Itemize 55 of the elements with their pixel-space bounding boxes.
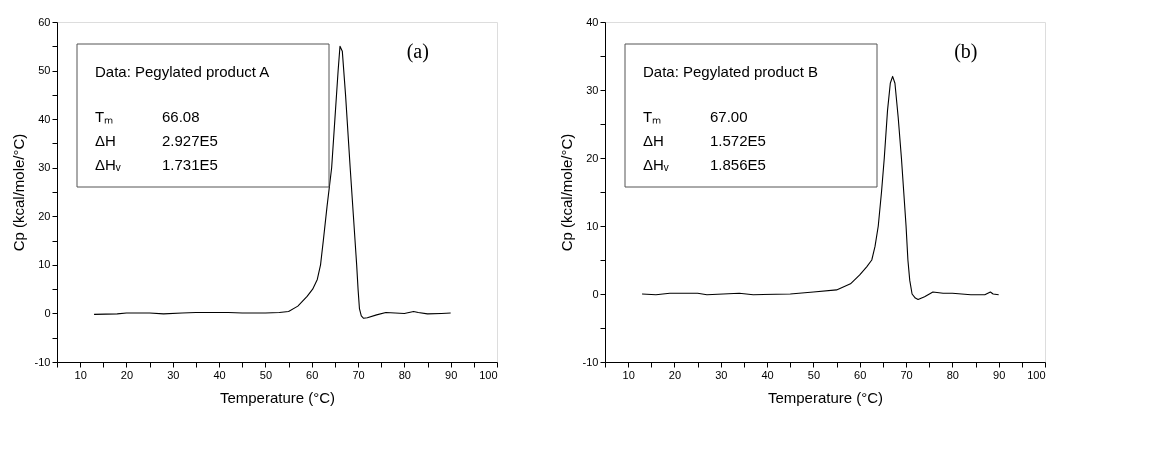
x-tick-label: 90 [445, 368, 458, 381]
x-tick-label: 70 [900, 368, 913, 381]
annotation: Tₘ [95, 108, 114, 125]
x-tick-label: 60 [306, 368, 319, 381]
x-tick-label: 100 [479, 368, 498, 381]
annotation: ΔH [95, 132, 116, 149]
y-tick-label: 0 [592, 287, 599, 300]
y-tick-label: 10 [586, 219, 599, 232]
annotation: ΔH [643, 132, 664, 149]
y-tick-label: 0 [44, 306, 51, 319]
x-tick-label: 60 [854, 368, 867, 381]
x-tick-label: 30 [167, 368, 180, 381]
y-tick-label: 50 [38, 64, 51, 77]
y-tick-label: 20 [38, 209, 51, 222]
annotation: ΔHᵥ [643, 156, 669, 173]
y-axis-title: Cp (kcal/mole/°C) [557, 133, 575, 252]
y-tick-label: 30 [38, 161, 51, 174]
x-axis-title: Temperature (°C) [767, 388, 884, 406]
y-tick-label: -10 [34, 355, 51, 368]
x-tick-label: 10 [622, 368, 635, 381]
y-axis-title: Cp (kcal/mole/°C) [9, 133, 27, 252]
x-tick-label: 50 [259, 368, 273, 381]
annotation: 1.731E5 [162, 156, 218, 173]
annotation: 66.08 [162, 108, 200, 125]
x-tick-label: 70 [352, 368, 365, 381]
annotation: (b) [954, 40, 978, 63]
x-tick-label: 90 [993, 368, 1006, 381]
annotation: ΔHᵥ [95, 156, 121, 173]
x-tick-label: 20 [668, 368, 682, 381]
y-tick-label: 10 [38, 258, 51, 271]
x-tick-label: 40 [761, 368, 774, 381]
annotation: Data: Pegylated product B [643, 63, 819, 80]
annotation: 1.572E5 [710, 132, 766, 149]
x-tick-label: 40 [213, 368, 226, 381]
y-tick-label: 40 [586, 15, 599, 28]
annotation: (a) [406, 40, 429, 63]
x-tick-label: 50 [807, 368, 821, 381]
x-tick-label: 10 [74, 368, 87, 381]
x-tick-label: 100 [1027, 368, 1046, 381]
x-tick-label: 80 [946, 368, 959, 381]
annotation: Data: Pegylated product A [95, 63, 270, 80]
annotation: 1.856E5 [710, 156, 766, 173]
y-tick-label: -10 [582, 355, 599, 368]
x-axis-title: Temperature (°C) [219, 388, 336, 406]
x-tick-label: 30 [715, 368, 728, 381]
y-tick-label: 30 [586, 83, 599, 96]
line-series [93, 45, 452, 319]
y-tick-label: 20 [586, 151, 599, 164]
y-tick-label: 60 [38, 15, 51, 28]
y-tick-label: 40 [38, 112, 51, 125]
x-tick-label: 20 [120, 368, 134, 381]
x-tick-label: 80 [398, 368, 411, 381]
annotation: 67.00 [710, 108, 748, 125]
annotation: 2.927E5 [162, 132, 218, 149]
annotation: Tₘ [643, 108, 662, 125]
